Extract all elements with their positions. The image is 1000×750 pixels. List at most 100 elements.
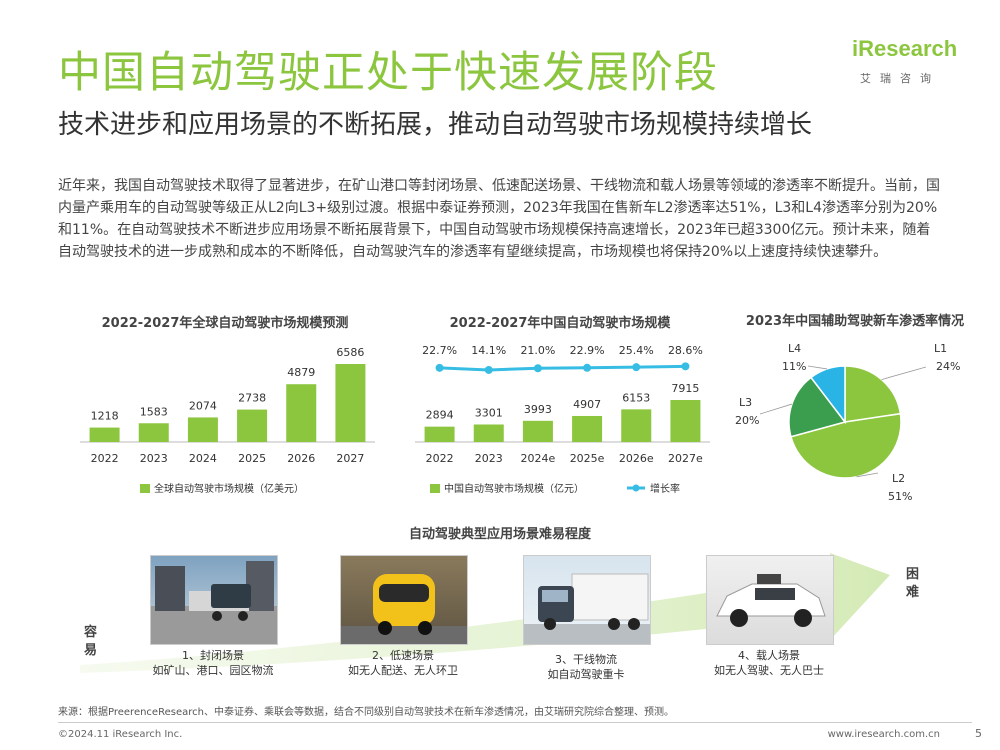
growth-rate-label: 22.9% [570,344,605,357]
scenario-caption-4: 4、载人场景 如无人驾驶、无人巴士 [689,648,849,678]
x-tick-label: 2023 [475,452,503,465]
scenario-caption-2: 2、低速场景 如无人配送、无人环卫 [323,648,483,678]
legend-label-bar: 全球自动驾驶市场规模（亿美元） [154,482,304,495]
legend-label-bar: 中国自动驾驶市场规模（亿元） [444,482,584,495]
x-tick-label: 2026e [619,452,654,465]
intro-paragraph: 近年来，我国自动驾驶技术取得了显著进步，在矿山港口等封闭场景、低速配送场景、干线… [58,178,940,260]
pie-leader-line [759,403,793,415]
easy-label: 容易 [84,625,98,658]
pie-slice-l1 [844,365,902,423]
bar-value-label: 3993 [524,403,552,416]
chart-penetration-pie: L1 24% L2 51% L3 20% L4 11% [735,342,960,503]
website-link[interactable]: www.iresearch.com.cn [827,729,940,740]
bar-value-label: 6586 [336,346,364,359]
pie-value-label: 51% [888,490,912,503]
pie-label: L3 [739,396,752,409]
x-tick-label: 2025 [238,452,266,465]
scenario-3-name: 3、干线物流 [555,653,617,666]
chart-pie-title: 2023年中国辅助驾驶新车渗透率情况 [745,314,965,329]
growth-rate-point [533,364,542,373]
x-tick-label: 2024e [521,452,556,465]
pie-label: L2 [892,472,905,485]
legend-label-line: 增长率 [650,482,680,495]
x-tick-label: 2025e [570,452,605,465]
x-tick-label: 2027e [668,452,703,465]
scenario-1-name: 1、封闭场景 [182,649,244,662]
page-number: 5 [975,727,982,740]
hard-label: 困难 [906,567,920,600]
growth-rate-label: 25.4% [619,344,654,357]
scenario-caption-1: 1、封闭场景 如矿山、港口、园区物流 [133,648,293,678]
bar [237,409,268,442]
x-tick-label: 2027 [336,452,364,465]
source-note: 来源：根据PreerenceResearch、中泰证券、乘联会等数据，结合不同级… [58,707,674,718]
pie-label: L1 [934,342,947,355]
closed-scene-photo [150,555,278,645]
scenario-2-example: 如无人配送、无人环卫 [348,664,458,677]
chart-china-market: 2894 2022 3301 2023 3993 2024e 4907 2025e 6153 20… [415,344,710,495]
pie-slice-l4 [809,365,846,425]
bar [473,424,504,442]
bar [522,420,553,442]
x-tick-label: 2022 [91,452,119,465]
bar-value-label: 7915 [671,382,699,395]
legend-swatch-bar [140,484,150,493]
bar [424,426,455,442]
bar-value-label: 3301 [475,406,503,419]
iresearch-logo: iResearch 艾瑞咨询 [852,36,972,92]
chart-global-title: 2022-2027年全球自动驾驶市场规模预测 [101,316,349,331]
bar-value-label: 1218 [91,410,119,423]
bar-value-label: 1583 [140,405,168,418]
copyright: ©2024.11 iResearch Inc. [58,729,183,740]
bar [138,423,169,442]
growth-rate-point [484,365,493,374]
bar [335,364,366,442]
growth-rate-label: 22.7% [422,344,457,357]
x-tick-label: 2022 [426,452,454,465]
logo-sub-text: 艾瑞咨询 [860,72,940,85]
footer-divider [58,722,972,723]
bar-value-label: 2894 [426,409,454,422]
scenario-caption-3: 3、干线物流 如自动驾驶重卡 [506,652,666,682]
pie-value-label: 11% [782,360,806,373]
trunk-logistics-photo [523,555,651,645]
growth-rate-line [439,364,686,372]
growth-rate-point [583,363,592,372]
chart-global-market: 1218 2022 1583 2023 2074 2024 2738 2025 4879 2026… [80,346,375,495]
bar-value-label: 4879 [287,366,315,379]
page-title: 中国自动驾驶正处于快速发展阶段 [58,48,718,98]
scenario-3-example: 如自动驾驶重卡 [547,668,625,681]
bar [286,384,317,442]
growth-rate-label: 21.0% [520,344,555,357]
growth-rate-point [681,362,690,371]
bar [572,415,603,442]
legend-swatch-bar [430,484,440,493]
bar [621,409,652,442]
bar-value-label: 6153 [622,391,650,404]
x-tick-label: 2024 [189,452,217,465]
logo-main-text: iResearch [852,36,958,61]
bar-value-label: 4907 [573,398,601,411]
chart-china-title: 2022-2027年中国自动驾驶市场规模 [449,316,671,331]
growth-rate-label: 28.6% [668,344,703,357]
pie-label: L4 [788,342,801,355]
passenger-scene-photo [706,555,834,645]
pie-leader-line [881,366,927,380]
growth-rate-point [435,363,444,372]
pie-leader-line [856,472,879,478]
bar [670,400,701,442]
scenario-2-name: 2、低速场景 [372,649,434,662]
pie-value-label: 20% [735,414,759,427]
scenario-4-example: 如无人驾驶、无人巴士 [714,664,824,677]
bar-value-label: 2738 [238,392,266,405]
scenario-4-name: 4、载人场景 [738,649,800,662]
bar [187,417,218,442]
page-subtitle: 技术进步和应用场景的不断拓展，推动自动驾驶市场规模持续增长 [58,110,813,140]
pie-leader-line [807,365,828,370]
pie-value-label: 24% [936,360,960,373]
bar-value-label: 2074 [189,399,217,412]
scenario-title: 自动驾驶典型应用场景难易程度 [408,527,591,542]
bar [89,427,120,442]
x-tick-label: 2023 [140,452,168,465]
pie-slice-l3 [788,376,847,438]
